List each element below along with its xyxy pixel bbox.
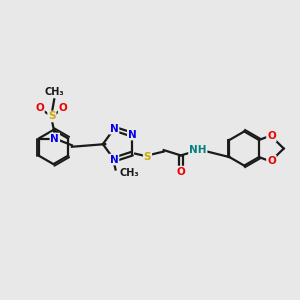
Text: O: O (267, 131, 276, 142)
Text: NH: NH (189, 145, 207, 155)
Text: N: N (50, 134, 59, 143)
Text: N: N (110, 124, 118, 134)
Text: CH₃: CH₃ (44, 87, 64, 97)
Text: CH₃: CH₃ (120, 168, 140, 178)
Text: N: N (128, 130, 136, 140)
Text: O: O (35, 103, 44, 113)
Text: N: N (110, 154, 118, 164)
Text: O: O (59, 103, 68, 113)
Text: S: S (48, 111, 56, 122)
Text: S: S (144, 152, 151, 162)
Text: O: O (267, 156, 276, 166)
Text: O: O (176, 167, 185, 177)
